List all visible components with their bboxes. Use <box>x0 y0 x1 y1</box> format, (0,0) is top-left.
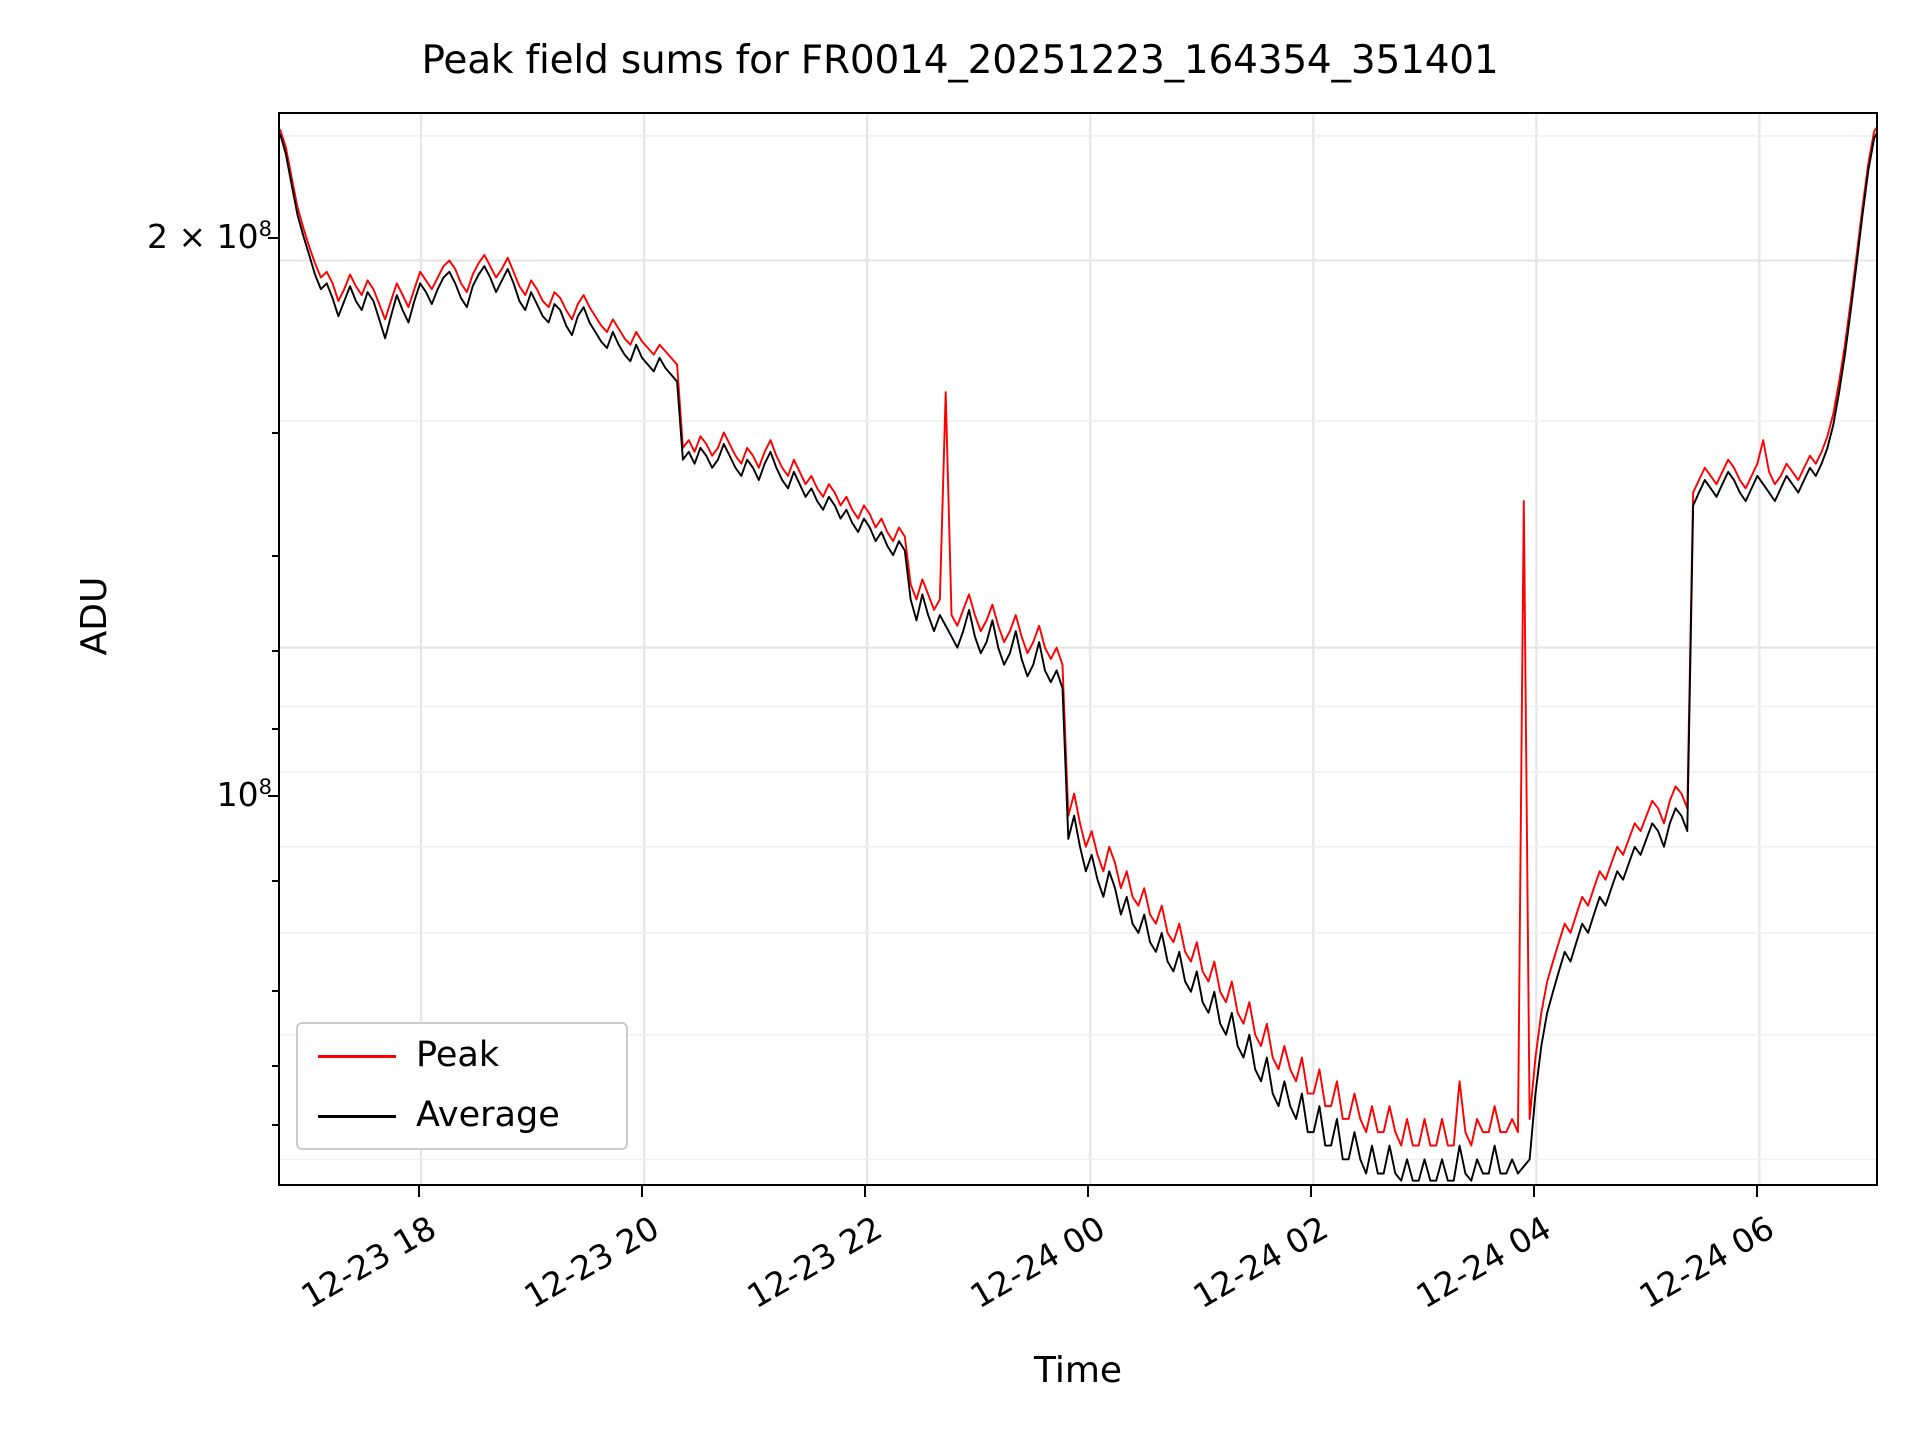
series-line-average <box>280 132 1876 1182</box>
legend-swatch-average <box>318 1115 396 1118</box>
y-tickmark-minor <box>272 1065 278 1067</box>
data-lines <box>280 126 1876 1182</box>
x-tickmark <box>864 1186 867 1197</box>
x-tickmark <box>1310 1186 1313 1197</box>
y-tick-label-1e8: 108 <box>216 775 272 814</box>
y-tickmark-minor <box>272 555 278 557</box>
y-tickmark-minor <box>272 728 278 730</box>
x-tickmark <box>418 1186 421 1197</box>
series-line-peak <box>280 126 1876 1147</box>
y-tickmark-minor <box>272 880 278 882</box>
y-tickmark-minor <box>272 1124 278 1126</box>
y-tickmark-major <box>268 237 279 239</box>
page-title: Peak field sums for FR0014_20251223_1643… <box>421 38 1499 83</box>
x-tickmark <box>1533 1186 1536 1197</box>
x-tick-label: 12-23 22 <box>740 1208 889 1316</box>
y-tickmark-minor <box>272 432 278 434</box>
legend-label-peak: Peak <box>416 1035 500 1075</box>
x-tickmark <box>641 1186 644 1197</box>
x-axis-label: Time <box>1033 1350 1123 1391</box>
x-tick-label: 12-24 06 <box>1632 1208 1781 1316</box>
legend-item-peak[interactable]: Peak <box>298 1024 626 1088</box>
x-tickmark <box>1087 1186 1090 1197</box>
x-tick-label: 12-23 20 <box>517 1208 666 1316</box>
x-tick-label: 12-24 00 <box>963 1208 1112 1316</box>
y-tickmark-minor <box>272 990 278 992</box>
x-tickmark <box>1756 1186 1759 1197</box>
y-axis-label: ADU <box>74 576 115 656</box>
x-tick-label: 12-23 18 <box>294 1208 443 1316</box>
x-tick-label: 12-24 02 <box>1186 1208 1335 1316</box>
grid-lines <box>280 114 1876 1184</box>
x-tick-label: 12-24 04 <box>1409 1208 1558 1316</box>
plot-area <box>278 112 1878 1186</box>
legend[interactable]: Peak Average <box>296 1022 628 1150</box>
legend-swatch-peak <box>318 1055 396 1058</box>
y-tickmark-minor <box>272 650 278 652</box>
y-tickmark-major <box>268 795 279 797</box>
legend-label-average: Average <box>416 1095 560 1135</box>
legend-item-average[interactable]: Average <box>298 1084 626 1148</box>
y-tick-label-2e8: 2 × 108 <box>147 217 272 256</box>
